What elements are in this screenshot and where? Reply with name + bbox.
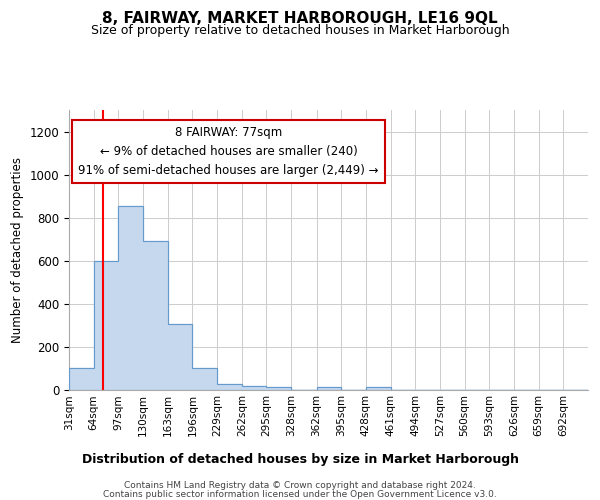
Text: Distribution of detached houses by size in Market Harborough: Distribution of detached houses by size … [82,452,518,466]
Y-axis label: Number of detached properties: Number of detached properties [11,157,24,343]
Text: Contains public sector information licensed under the Open Government Licence v3: Contains public sector information licen… [103,490,497,499]
Text: 8 FAIRWAY: 77sqm
← 9% of detached houses are smaller (240)
91% of semi-detached : 8 FAIRWAY: 77sqm ← 9% of detached houses… [79,126,379,177]
Text: Contains HM Land Registry data © Crown copyright and database right 2024.: Contains HM Land Registry data © Crown c… [124,481,476,490]
Text: Size of property relative to detached houses in Market Harborough: Size of property relative to detached ho… [91,24,509,37]
Polygon shape [69,206,588,390]
Text: 8, FAIRWAY, MARKET HARBOROUGH, LE16 9QL: 8, FAIRWAY, MARKET HARBOROUGH, LE16 9QL [102,11,498,26]
